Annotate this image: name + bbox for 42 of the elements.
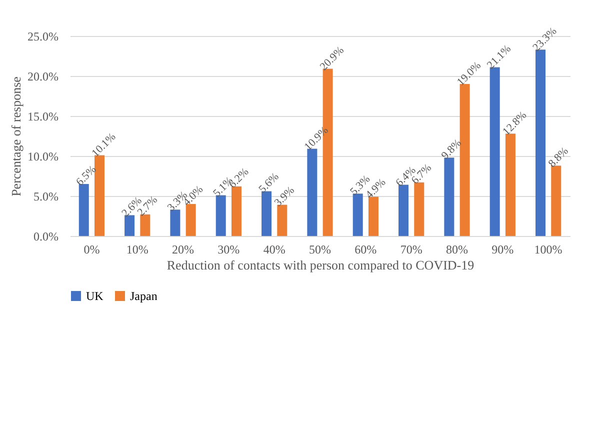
- y-tick-label: 20.0%: [28, 70, 58, 84]
- y-tick-label: 5.0%: [34, 190, 58, 204]
- y-tick-label: 15.0%: [28, 110, 58, 124]
- x-tick-label: 70%: [400, 242, 422, 256]
- x-tick-label: 50%: [309, 242, 331, 256]
- bar: [307, 148, 318, 236]
- bar: [551, 166, 562, 236]
- bar: [536, 50, 546, 236]
- x-tick-label: 30%: [218, 242, 240, 256]
- bar: [277, 204, 288, 236]
- bar: [490, 67, 500, 236]
- bar: [186, 204, 196, 236]
- bar: [262, 191, 272, 236]
- legend-label: Japan: [130, 289, 158, 303]
- bar: [94, 155, 104, 236]
- legend-label: UK: [86, 289, 104, 303]
- bar: [414, 182, 424, 236]
- y-tick-label: 10.0%: [28, 150, 58, 164]
- y-tick-label: 25.0%: [28, 30, 58, 44]
- bar: [140, 214, 150, 236]
- bar: [216, 195, 226, 236]
- x-tick-label: 90%: [492, 242, 514, 256]
- x-tick-label: 80%: [446, 242, 468, 256]
- y-tick-label: 0.0%: [34, 230, 58, 244]
- x-tick-label: 10%: [126, 242, 148, 256]
- x-tick-label: 0%: [84, 242, 100, 256]
- bar: [368, 196, 378, 236]
- bar: [505, 134, 516, 236]
- bar: [398, 184, 409, 236]
- bar: [124, 215, 135, 236]
- bar: [78, 184, 89, 236]
- x-tick-label: 100%: [534, 242, 562, 256]
- bar: [444, 158, 454, 236]
- bar: [231, 186, 242, 236]
- x-tick-label: 20%: [172, 242, 194, 256]
- bar: [170, 210, 180, 236]
- bar: [352, 194, 363, 236]
- x-tick-label: 60%: [354, 242, 377, 256]
- x-axis-title: Reduction of contacts with person compared to COVID-19: [166, 258, 474, 272]
- x-tick-label: 40%: [263, 242, 286, 256]
- y-axis-title: Percentage of response: [8, 76, 24, 196]
- bar: [460, 84, 470, 236]
